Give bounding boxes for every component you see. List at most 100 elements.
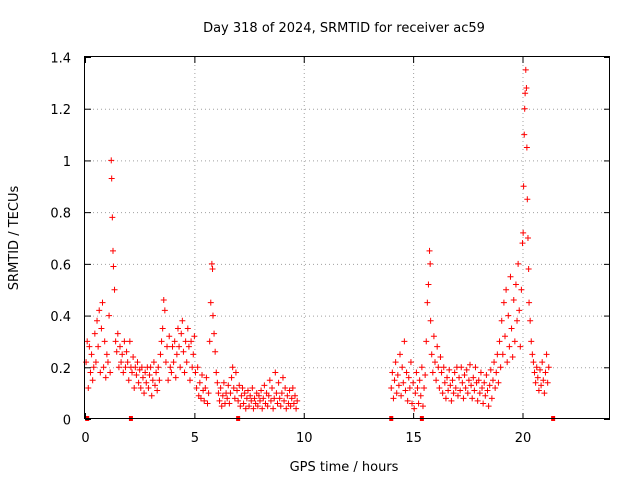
data-point	[504, 359, 511, 366]
data-point	[177, 364, 184, 371]
data-point	[502, 333, 508, 340]
data-point	[434, 343, 441, 350]
data-point	[173, 351, 180, 358]
data-point	[241, 390, 248, 397]
data-point	[407, 359, 414, 366]
data-point	[418, 364, 425, 371]
data-point	[531, 369, 538, 376]
data-point	[108, 157, 115, 164]
plot-frame	[84, 56, 610, 419]
data-point	[133, 372, 140, 379]
data-point	[145, 384, 152, 391]
data-point	[261, 382, 268, 389]
data-point	[259, 405, 266, 412]
data-point	[110, 247, 116, 254]
y-axis-label: SRMTID / TECUs	[7, 186, 22, 291]
data-point	[160, 297, 167, 304]
data-point	[393, 390, 400, 397]
data-point	[498, 317, 505, 324]
data-point	[401, 338, 408, 345]
data-point	[419, 403, 426, 410]
data-point	[192, 369, 199, 376]
y-tick-label: 0.6	[50, 258, 71, 273]
data-point	[94, 317, 101, 324]
data-point	[488, 395, 495, 402]
data-point	[125, 377, 132, 384]
data-point	[476, 390, 483, 397]
data-point	[220, 379, 227, 386]
data-point	[122, 364, 129, 371]
data-point	[447, 382, 454, 389]
data-point	[257, 397, 263, 404]
data-point	[421, 384, 428, 391]
data-point	[204, 400, 211, 407]
data-point	[205, 390, 212, 397]
data-point	[227, 390, 234, 397]
data-point	[521, 131, 528, 138]
data-point	[269, 384, 276, 391]
data-point	[405, 374, 412, 381]
data-point	[146, 372, 153, 379]
data-point	[503, 286, 510, 293]
data-point	[474, 397, 481, 404]
data-point	[255, 392, 262, 399]
data-point	[495, 379, 502, 386]
data-point	[102, 374, 109, 381]
data-point	[519, 240, 526, 247]
data-point	[477, 369, 484, 376]
data-point	[484, 387, 491, 394]
data-point	[106, 312, 113, 319]
data-point	[215, 390, 222, 397]
data-point	[456, 374, 463, 381]
data-point	[427, 260, 434, 267]
data-point	[152, 382, 158, 389]
chart-title: Day 318 of 2024, SRMTID for receiver ac5…	[203, 21, 485, 36]
data-point	[244, 387, 251, 394]
data-point	[398, 392, 405, 399]
data-point	[539, 359, 546, 366]
data-point	[181, 369, 188, 376]
data-point	[278, 390, 285, 397]
data-point	[463, 366, 470, 373]
data-point	[197, 395, 204, 402]
data-point	[409, 400, 416, 407]
data-point	[433, 377, 440, 384]
data-point	[240, 400, 247, 407]
y-axis-ticks: 0 0.2 0.4 0.6 0.8 1 1.2 1.4	[50, 52, 610, 429]
data-point	[229, 364, 236, 371]
data-point	[461, 372, 468, 379]
data-point	[479, 384, 486, 391]
data-point	[196, 379, 203, 386]
data-point	[112, 338, 119, 345]
data-point	[428, 351, 435, 358]
data-points	[83, 66, 552, 412]
data-point	[201, 397, 208, 404]
data-point	[119, 351, 126, 358]
data-point	[486, 382, 493, 389]
data-point	[289, 384, 296, 391]
data-point	[523, 144, 530, 151]
data-point	[527, 317, 534, 324]
data-point	[260, 395, 267, 402]
data-point	[512, 281, 519, 288]
data-point	[430, 333, 437, 340]
data-point	[118, 359, 125, 366]
data-point	[282, 384, 289, 391]
data-point	[524, 196, 531, 203]
data-point	[279, 374, 286, 381]
data-point	[492, 384, 499, 391]
data-point	[216, 397, 223, 404]
y-tick-label: 1	[63, 155, 71, 170]
data-point	[529, 351, 536, 358]
data-point	[524, 235, 531, 241]
data-point	[104, 359, 111, 366]
data-point	[448, 397, 455, 404]
x-tick-label: 5	[191, 431, 199, 446]
data-point	[521, 105, 528, 112]
data-point	[212, 348, 219, 355]
data-point	[208, 260, 215, 267]
data-point	[230, 384, 237, 391]
data-point	[113, 348, 120, 355]
data-point	[130, 353, 137, 360]
data-point	[483, 372, 490, 379]
